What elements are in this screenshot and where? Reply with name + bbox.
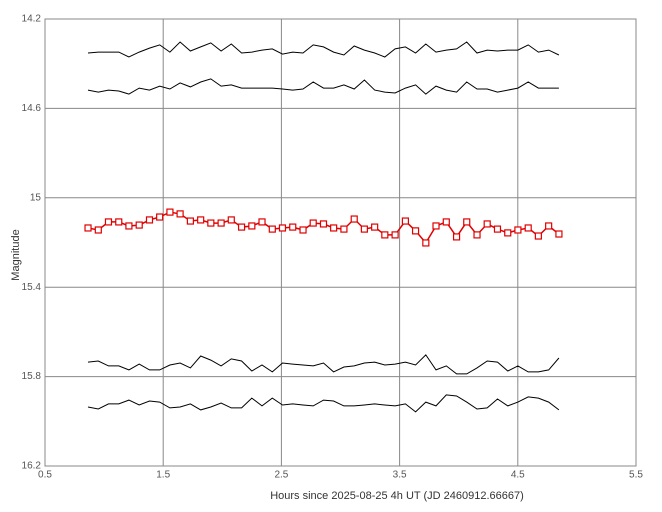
data-marker: [258, 218, 266, 226]
data-marker: [104, 218, 113, 226]
data-marker: [514, 226, 522, 234]
data-marker: [432, 222, 440, 230]
series-line: [87, 394, 560, 413]
data-marker: [227, 216, 235, 224]
data-marker: [237, 223, 246, 231]
data-marker: [442, 218, 450, 226]
data-marker: [176, 210, 184, 218]
y-tick-label: 15: [30, 192, 42, 203]
data-marker: [289, 223, 297, 231]
data-marker: [483, 220, 491, 228]
data-marker: [145, 216, 154, 224]
data-marker: [463, 218, 471, 226]
data-marker: [534, 232, 542, 240]
data-marker: [94, 226, 102, 234]
data-marker: [524, 224, 532, 232]
y-tick-label: 15.4: [22, 282, 42, 293]
x-axis-label: Hours since 2025-08-25 4h UT (JD 2460912…: [270, 490, 524, 502]
data-marker: [186, 217, 194, 225]
y-tick-label: 14.6: [22, 103, 42, 114]
y-tick-label: 14.2: [22, 14, 42, 25]
data-marker: [248, 222, 256, 230]
series-line: [87, 354, 560, 375]
x-tick-label: 3.5: [393, 470, 407, 481]
data-marker: [197, 216, 205, 224]
x-tick-label: 0.5: [38, 470, 52, 481]
data-marker: [371, 223, 379, 231]
y-tick-label: 15.8: [22, 371, 42, 382]
data-marker: [207, 219, 215, 227]
y-tick-label: 16.2: [22, 461, 42, 472]
data-marker: [381, 231, 389, 239]
data-marker: [555, 230, 563, 238]
series-line: [87, 41, 560, 58]
x-tick-label: 2.5: [274, 470, 288, 481]
data-marker: [309, 219, 317, 227]
x-tick-label: 1.5: [156, 470, 170, 481]
data-marker: [319, 220, 328, 228]
data-marker: [473, 231, 481, 239]
data-marker: [166, 208, 174, 216]
data-marker: [217, 219, 225, 227]
data-marker: [330, 224, 338, 232]
data-marker: [360, 225, 368, 233]
data-marker: [278, 224, 287, 232]
data-marker: [340, 225, 348, 233]
data-marker: [268, 225, 276, 233]
data-marker: [452, 233, 461, 241]
x-tick-label: 4.5: [511, 470, 525, 481]
data-marker: [135, 221, 143, 229]
data-marker: [84, 224, 92, 232]
data-marker: [401, 217, 409, 225]
data-marker: [125, 222, 133, 230]
series-line: [87, 78, 559, 95]
data-marker: [299, 226, 307, 234]
data-marker: [156, 213, 164, 221]
data-marker: [411, 227, 420, 235]
data-marker: [504, 229, 512, 237]
data-marker: [422, 239, 430, 247]
data-marker: [115, 218, 123, 226]
data-marker: [493, 225, 502, 233]
x-tick-label: 5.5: [629, 470, 643, 481]
data-marker: [545, 222, 553, 230]
data-marker: [350, 215, 358, 223]
data-marker: [391, 231, 399, 239]
y-axis-label: Magnitude: [10, 229, 22, 280]
